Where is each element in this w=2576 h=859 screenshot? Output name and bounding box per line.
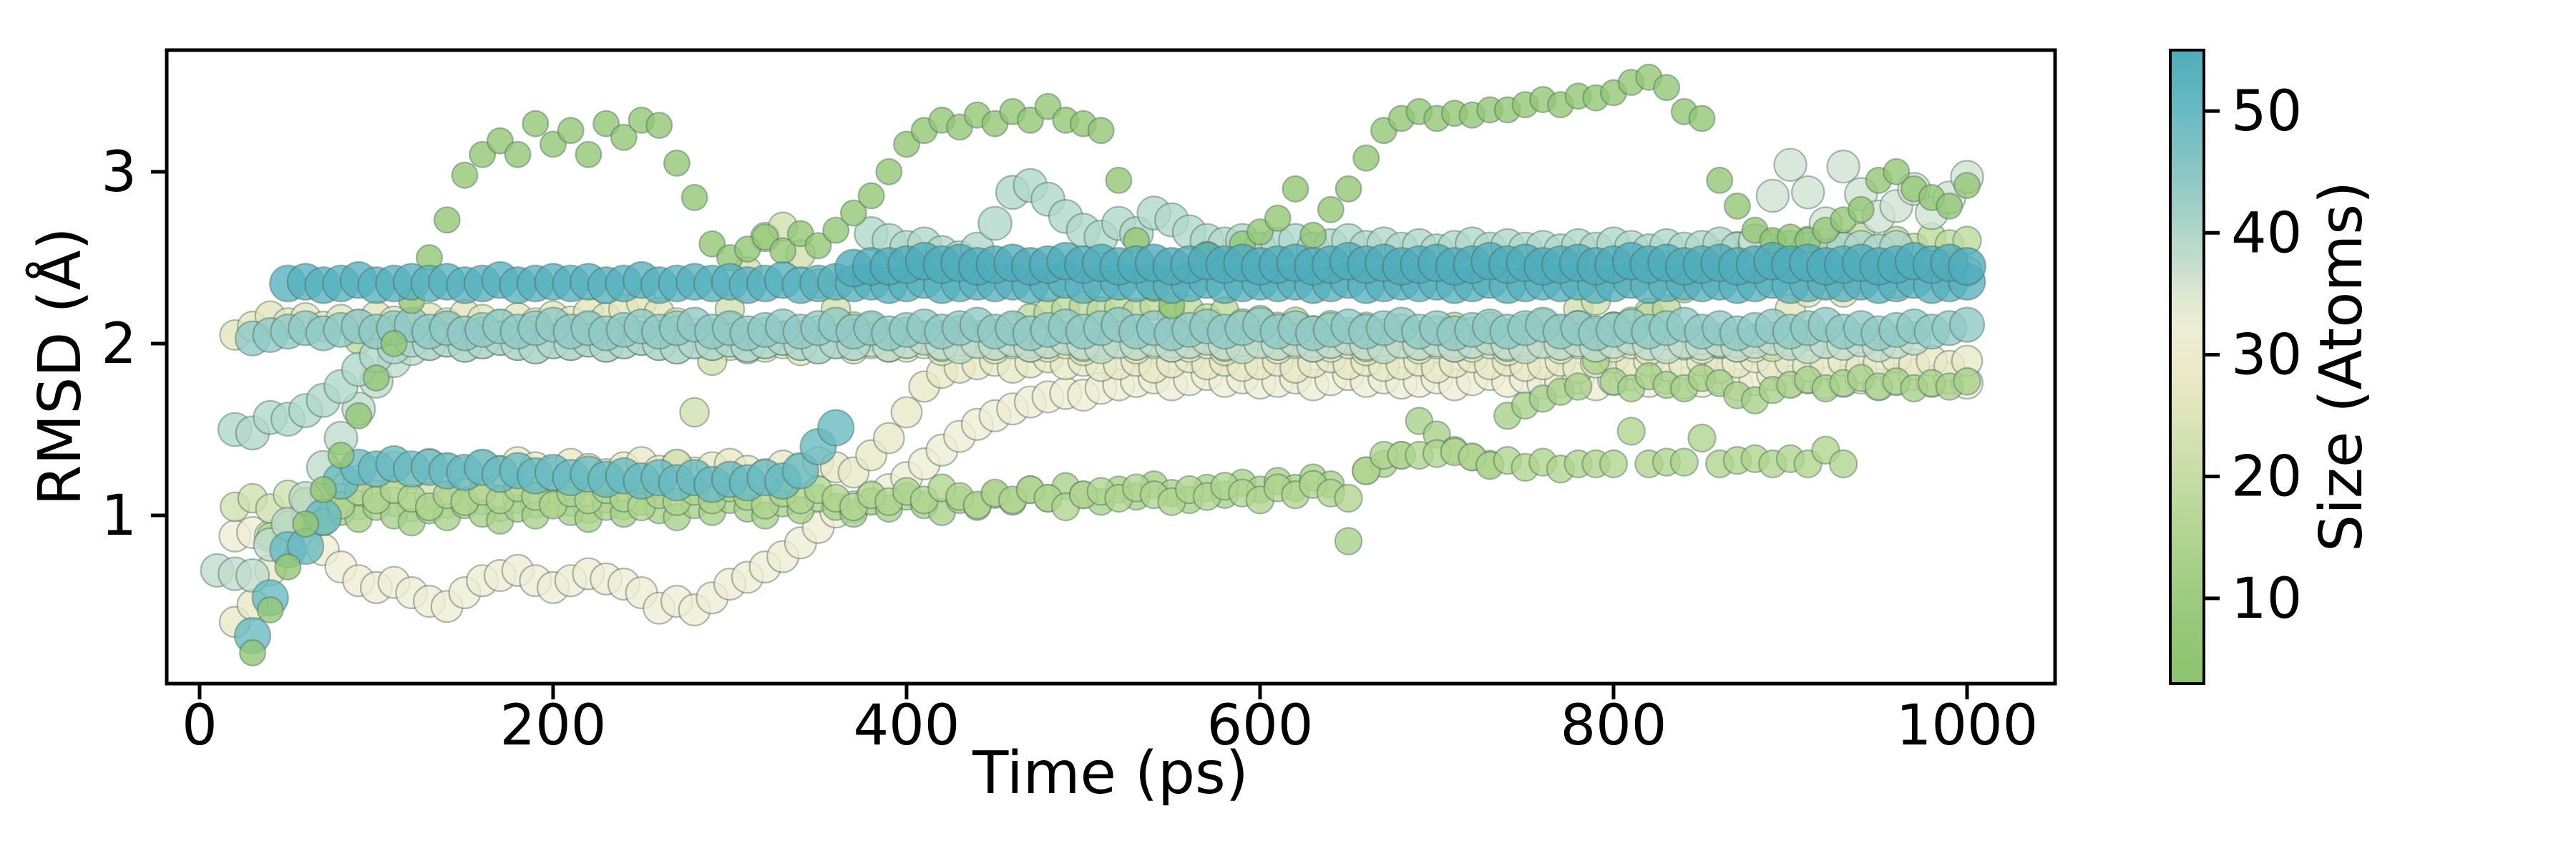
- scatter-point: [1936, 192, 1963, 220]
- scatter-points-layer: [200, 63, 1987, 666]
- colorbar-tick-label: 30: [2231, 323, 2302, 387]
- scatter-point: [362, 364, 390, 392]
- scatter-point: [1264, 204, 1292, 232]
- y-tick-label: 3: [101, 140, 137, 205]
- scatter-point: [1790, 175, 1825, 210]
- scatter-point: [1563, 372, 1593, 401]
- colorbar-layer: 10 20 30 40 50: [2169, 49, 2302, 685]
- scatter-point: [1723, 192, 1751, 220]
- scatter-point: [839, 199, 867, 227]
- scatter-point: [1352, 144, 1380, 172]
- scatter-point: [892, 130, 920, 158]
- scatter-point: [1826, 149, 1860, 184]
- x-tick-label: 600: [1207, 694, 1314, 758]
- scatter-point: [469, 140, 497, 168]
- scatter-point: [977, 205, 1013, 241]
- colorbar-tick-label: 50: [2231, 79, 2302, 144]
- scatter-point: [804, 232, 832, 260]
- scatter-point: [592, 110, 620, 137]
- scatter-point: [1653, 74, 1681, 102]
- scatter-point: [522, 110, 550, 137]
- scatter-point: [327, 441, 355, 469]
- colorbar-tick-label: 20: [2231, 445, 2302, 510]
- scatter-point: [890, 396, 923, 429]
- scatter-point: [857, 182, 885, 210]
- scatter-point: [1883, 157, 1911, 185]
- scatter-point: [1317, 195, 1345, 223]
- axes-layer: 0 200 400 600 800 1000 1 2 3: [101, 48, 2057, 758]
- scatter-point: [1105, 166, 1133, 194]
- scatter-point: [663, 149, 691, 177]
- scatter-point: [1828, 449, 1858, 479]
- scatter-point: [239, 639, 267, 666]
- scatter-point: [1773, 147, 1807, 182]
- scatter-point: [610, 123, 638, 151]
- scatter-point: [256, 596, 284, 623]
- scatter-point: [1351, 456, 1381, 485]
- scatter-point: [680, 183, 708, 211]
- scatter-point: [433, 206, 461, 234]
- scatter-point: [539, 130, 567, 158]
- scatter-point: [1282, 175, 1309, 203]
- scatter-point: [575, 140, 602, 168]
- scatter-point: [872, 422, 905, 455]
- scatter-point: [345, 402, 373, 430]
- scatter-point: [1847, 195, 1875, 223]
- scatter-point: [1034, 92, 1062, 120]
- y-tick-label: 2: [101, 312, 137, 377]
- scatter-point: [1334, 527, 1363, 555]
- x-tick-label: 400: [854, 694, 960, 758]
- scatter-point: [1755, 178, 1790, 213]
- scatter-point: [1299, 221, 1327, 249]
- scatter-point: [1953, 172, 1981, 200]
- scatter-point: [1953, 367, 1981, 396]
- scatter-point: [1688, 105, 1716, 132]
- scatter-point: [557, 117, 585, 145]
- scatter-point: [274, 553, 302, 581]
- colorbar-title: Size (Atoms): [2308, 181, 2376, 552]
- y-axis-title: RMSD (Å): [26, 227, 94, 505]
- scatter-point: [751, 223, 779, 251]
- scatter-point: [1616, 417, 1646, 446]
- scatter-point: [679, 397, 710, 428]
- scatter-point: [817, 409, 855, 447]
- scatter-point: [504, 140, 532, 168]
- scatter-point: [380, 330, 408, 358]
- scatter-point: [309, 475, 337, 503]
- scatter-point: [1948, 247, 1987, 286]
- scatter-point: [1687, 423, 1717, 453]
- scatter-point: [645, 112, 673, 140]
- scatter-point: [1948, 306, 1986, 343]
- scatter-point: [1706, 166, 1734, 194]
- scatter-point: [1335, 175, 1362, 203]
- scatter-point: [1016, 106, 1044, 134]
- scatter-point: [1599, 449, 1629, 479]
- x-tick-label: 800: [1561, 694, 1667, 758]
- scatter-point: [451, 161, 479, 189]
- scatter-point: [1087, 117, 1115, 145]
- scatter-point: [486, 127, 514, 155]
- colorbar-tick-label: 40: [2231, 201, 2302, 266]
- scatter-point: [698, 230, 726, 258]
- scatter-point: [875, 157, 903, 185]
- scatter-point: [822, 216, 850, 244]
- y-tick-label: 1: [101, 484, 137, 548]
- scatter-point: [292, 510, 320, 538]
- scatter-point: [1334, 483, 1363, 513]
- scatter-point: [1246, 218, 1274, 246]
- colorbar-tick-label: 10: [2231, 567, 2302, 631]
- x-tick-label: 1000: [1896, 694, 2039, 758]
- x-tick-label: 200: [500, 694, 607, 758]
- scatter-point: [1669, 447, 1699, 477]
- x-tick-label: 0: [182, 694, 218, 758]
- x-axis-title: Time (ps): [972, 739, 1249, 807]
